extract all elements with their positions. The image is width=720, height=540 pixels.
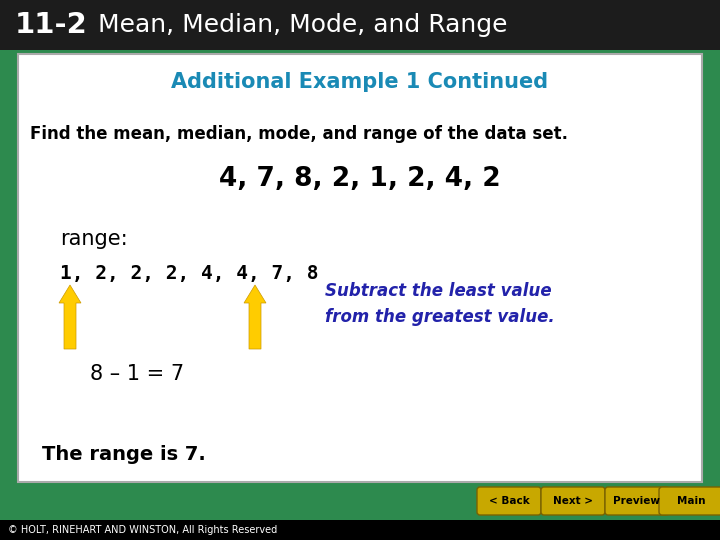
FancyBboxPatch shape [605,487,669,515]
Text: range:: range: [60,229,127,249]
Bar [0,0,720,50]
Text: 11-2: 11-2 [15,11,88,39]
Text: Main: Main [677,496,706,506]
Text: © HOLT, RINEHART AND WINSTON, All Rights Reserved: © HOLT, RINEHART AND WINSTON, All Rights… [8,525,277,535]
Text: 4, 7, 8, 2, 1, 2, 4, 2: 4, 7, 8, 2, 1, 2, 4, 2 [219,166,501,192]
Text: Next >: Next > [553,496,593,506]
Text: Mean, Median, Mode, and Range: Mean, Median, Mode, and Range [82,13,508,37]
Bar [18,54,702,482]
Polygon shape [244,285,266,349]
Text: < Back: < Back [489,496,529,506]
Bar [0,482,720,520]
FancyBboxPatch shape [659,487,720,515]
Polygon shape [59,285,81,349]
FancyBboxPatch shape [541,487,605,515]
Text: Additional Example 1 Continued: Additional Example 1 Continued [171,72,549,92]
Text: Subtract the least value
from the greatest value.: Subtract the least value from the greate… [325,282,554,326]
Text: Preview: Preview [613,496,660,506]
Text: 1, 2, 2, 2, 4, 4, 7, 8: 1, 2, 2, 2, 4, 4, 7, 8 [60,265,318,284]
Text: The range is 7.: The range is 7. [42,444,206,463]
Text: 8 – 1 = 7: 8 – 1 = 7 [90,364,184,384]
FancyBboxPatch shape [477,487,541,515]
Text: Find the mean, median, mode, and range of the data set.: Find the mean, median, mode, and range o… [30,125,568,143]
Bar [0,520,720,540]
